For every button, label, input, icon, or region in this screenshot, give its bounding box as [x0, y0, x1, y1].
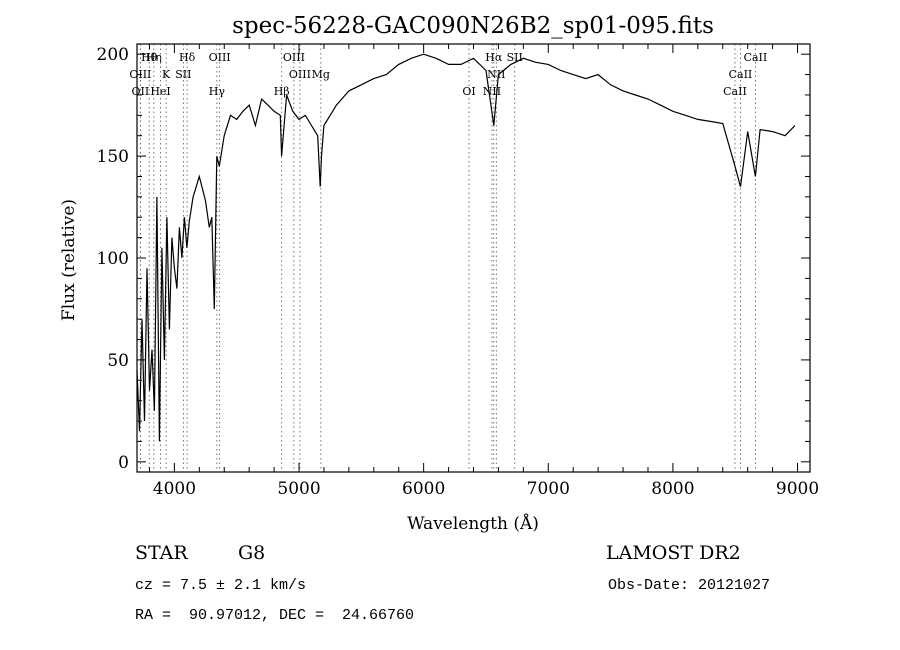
x-tick-label: 4000	[153, 479, 196, 499]
line-mark-label: NII	[487, 68, 505, 81]
line-mark-label: SII	[175, 68, 191, 81]
obs-date: Obs-Date: 20121027	[608, 577, 770, 594]
y-axis-label: Flux (relative)	[59, 199, 79, 321]
chart-title: spec-56228-GAC090N26B2_sp01-095.fits	[232, 13, 714, 39]
y-tick-label: 50	[107, 351, 129, 371]
y-tick-label: 0	[118, 453, 129, 473]
object-subclass: G8	[238, 542, 265, 564]
coordinates: RA = 90.97012, DEC = 24.66760	[135, 607, 414, 624]
line-mark-label: OII	[132, 85, 150, 98]
line-mark-label: CaII	[744, 51, 768, 64]
line-mark-label: NII	[483, 85, 501, 98]
x-axis-label: Wavelength (Å)	[407, 513, 539, 534]
line-mark-label: Hβ	[274, 85, 290, 98]
line-mark-label: Hγ	[209, 85, 226, 98]
plot-frame	[136, 43, 811, 473]
x-tick-label: 8000	[651, 479, 694, 499]
x-tick-label: 5000	[277, 479, 320, 499]
line-mark-label: Hδ	[179, 51, 196, 64]
y-tick-label: 100	[97, 249, 129, 269]
line-mark-label: Hα	[485, 51, 503, 64]
redshift-readout: cz = 7.5 ± 2.1 km/s	[135, 577, 306, 594]
x-tick-label: 6000	[402, 479, 445, 499]
line-mark-label: OIII	[209, 51, 231, 64]
line-mark-label: OIII	[283, 51, 305, 64]
line-mark-label: CaII	[729, 68, 753, 81]
line-mark-label: OIII	[289, 68, 311, 81]
x-tick-label: 9000	[776, 479, 819, 499]
spectrum-series-line	[136, 53, 796, 442]
line-mark-label: Mg	[312, 68, 330, 81]
line-marks: HθOIIIOIIHηKHeIHδSIIHγOIIIOIIIHβOIIIMgOI…	[129, 44, 767, 472]
axis-ticks: 4000 5000 6000 7000 8000 9000 0 50 100 150 200	[97, 44, 819, 499]
line-mark-label: Hη	[146, 51, 162, 64]
line-mark-label: HeI	[150, 85, 170, 98]
survey-name: LAMOST DR2	[606, 542, 741, 564]
x-tick-label: 7000	[527, 479, 570, 499]
object-class: STAR	[135, 542, 188, 564]
line-mark-label: K	[162, 68, 171, 81]
line-mark-label: OI	[462, 85, 475, 98]
line-mark-label: CaII	[723, 85, 747, 98]
y-tick-label: 200	[97, 45, 129, 65]
y-tick-label: 150	[97, 147, 129, 167]
